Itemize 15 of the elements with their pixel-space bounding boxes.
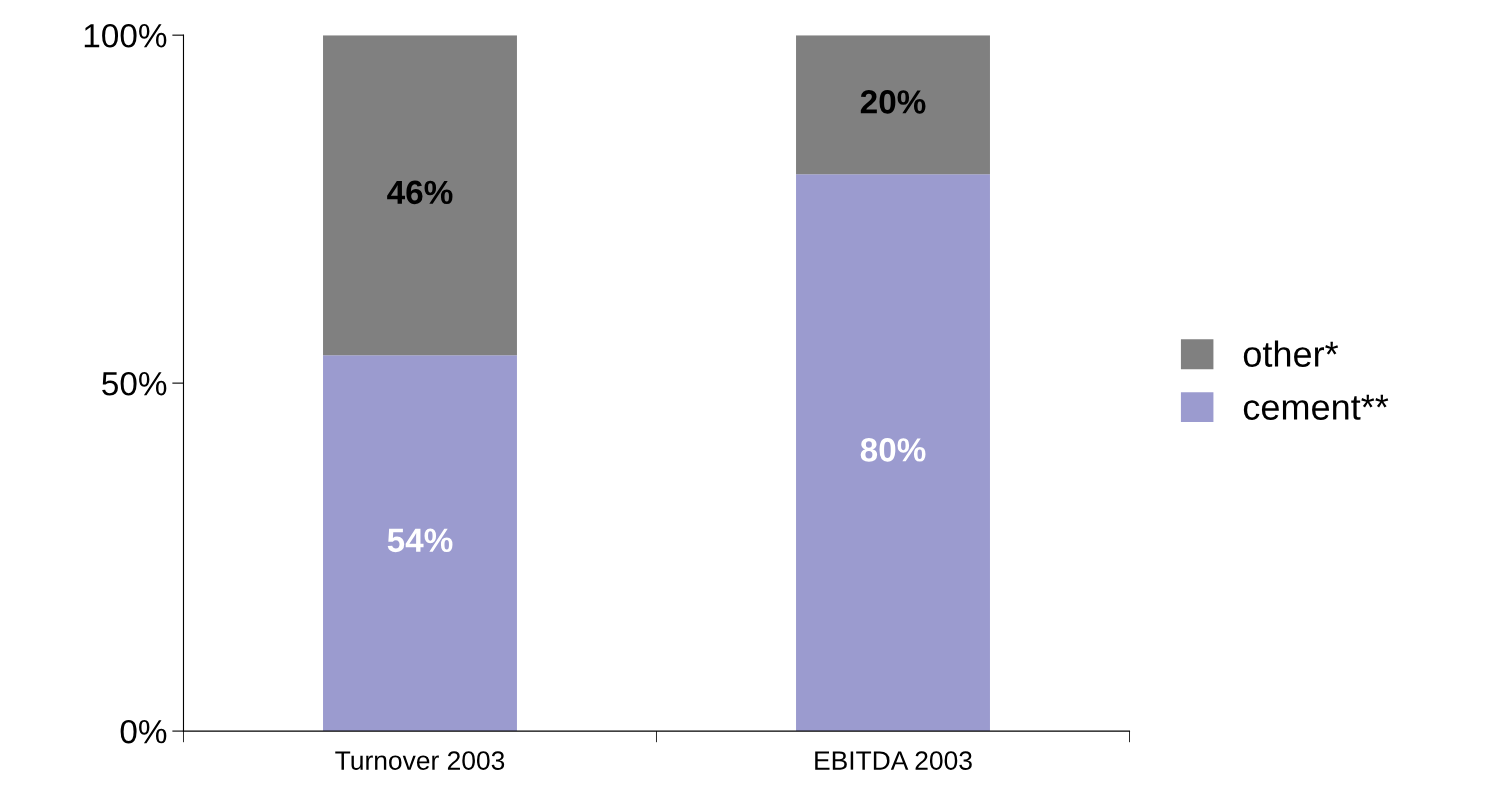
y-tick-label: 0% (120, 719, 167, 744)
x-tick-label: EBITDA 2003 (815, 751, 972, 770)
bar (796, 35, 990, 175)
data-label: 80% (860, 438, 926, 462)
x-tick-label: Turnover 2003 (335, 751, 505, 770)
bar (323, 355, 517, 732)
legend-label: other* (1243, 340, 1339, 367)
y-tick-label: 50% (102, 371, 167, 396)
data-label: 46% (387, 180, 453, 205)
data-label: 54% (387, 528, 453, 553)
bar (796, 174, 990, 732)
bar (323, 35, 517, 356)
y-tick-label: 100% (84, 23, 167, 48)
data-label: 20% (860, 90, 926, 114)
legend-label: cement** (1243, 394, 1389, 420)
